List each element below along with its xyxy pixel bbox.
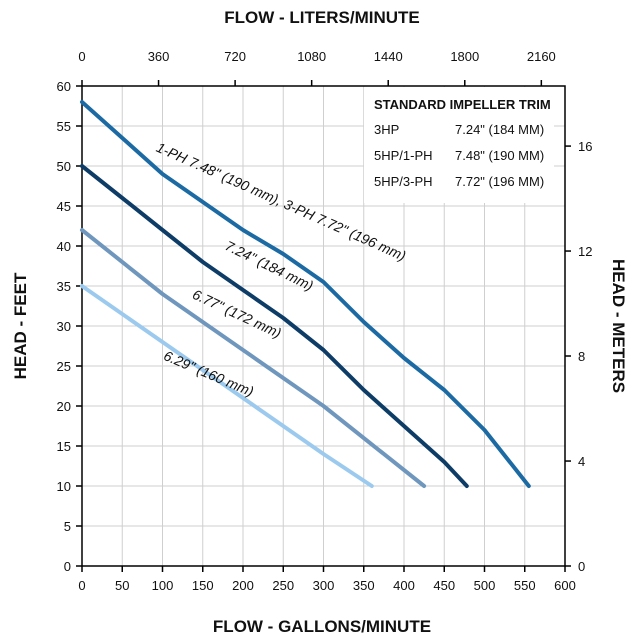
y-tick-label: 40 [57, 239, 71, 254]
series-line-1 [80, 100, 531, 488]
y-tick-label: 0 [64, 559, 71, 574]
x2-tick-label: 0 [78, 49, 85, 64]
y-tick-label: 55 [57, 119, 71, 134]
x2-tick-label: 1080 [297, 49, 326, 64]
y-tick-label: 25 [57, 359, 71, 374]
x2-axis-title: FLOW - LITERS/MINUTE [224, 8, 419, 27]
legend-row-1-trim: 7.24" (184 MM) [455, 122, 544, 137]
x-tick-label: 600 [554, 578, 576, 593]
y2-tick-label: 8 [578, 349, 585, 364]
x-tick-label: 350 [353, 578, 375, 593]
legend-row-3-trim: 7.72" (196 MM) [455, 174, 544, 189]
x-tick-label: 500 [474, 578, 496, 593]
x2-tick-label: 360 [148, 49, 170, 64]
y2-tick-label: 4 [578, 454, 585, 469]
x-tick-label: 200 [232, 578, 254, 593]
y2-tick-label: 12 [578, 244, 592, 259]
x-tick-label: 450 [433, 578, 455, 593]
x2-tick-label: 720 [224, 49, 246, 64]
x-tick-label: 50 [115, 578, 129, 593]
x-tick-label: 100 [152, 578, 174, 593]
curve-label-3: 6.77" (172 mm) [190, 286, 284, 341]
x2-tick-label: 2160 [527, 49, 556, 64]
y-axis-title: HEAD - FEET [11, 272, 30, 379]
y-tick-label: 30 [57, 319, 71, 334]
x-axis-title: FLOW - GALLONS/MINUTE [213, 617, 431, 636]
y-tick-label: 20 [57, 399, 71, 414]
y-tick-label: 50 [57, 159, 71, 174]
curve-label-4: 6.29" (160 mm) [161, 347, 256, 399]
y-tick-label: 45 [57, 199, 71, 214]
y-tick-label: 60 [57, 79, 71, 94]
series-line-4 [80, 284, 374, 488]
legend-row-1-model: 3HP [374, 122, 399, 137]
series-line-3 [80, 228, 427, 488]
legend-box: STANDARD IMPELLER TRIM 3HP 7.24" (184 MM… [364, 87, 554, 203]
legend-row-3-model: 5HP/3-PH [374, 174, 433, 189]
x-tick-label: 300 [313, 578, 335, 593]
ticks-layer: 0 50 100 150 200 250 300 350 400 450 500 550 6000510… [57, 49, 593, 593]
x-tick-label: 400 [393, 578, 415, 593]
legend-row-2-model: 5HP/1-PH [374, 148, 433, 163]
legend-title: STANDARD IMPELLER TRIM [374, 97, 551, 112]
y2-tick-label: 0 [578, 559, 585, 574]
x-tick-label: 0 [78, 578, 85, 593]
x2-tick-label: 1800 [450, 49, 479, 64]
x-tick-label: 550 [514, 578, 536, 593]
y2-tick-label: 16 [578, 139, 592, 154]
y-tick-label: 15 [57, 439, 71, 454]
x2-tick-label: 1440 [374, 49, 403, 64]
x-tick-label: 250 [272, 578, 294, 593]
y2-axis-title: HEAD - METERS [609, 259, 628, 393]
series-line-2 [80, 164, 469, 488]
y-tick-label: 10 [57, 479, 71, 494]
y-tick-label: 35 [57, 279, 71, 294]
legend-background [364, 87, 554, 203]
legend-row-2-trim: 7.48" (190 MM) [455, 148, 544, 163]
x-tick-label: 150 [192, 578, 214, 593]
series-layer [80, 100, 531, 488]
y-tick-label: 5 [64, 519, 71, 534]
